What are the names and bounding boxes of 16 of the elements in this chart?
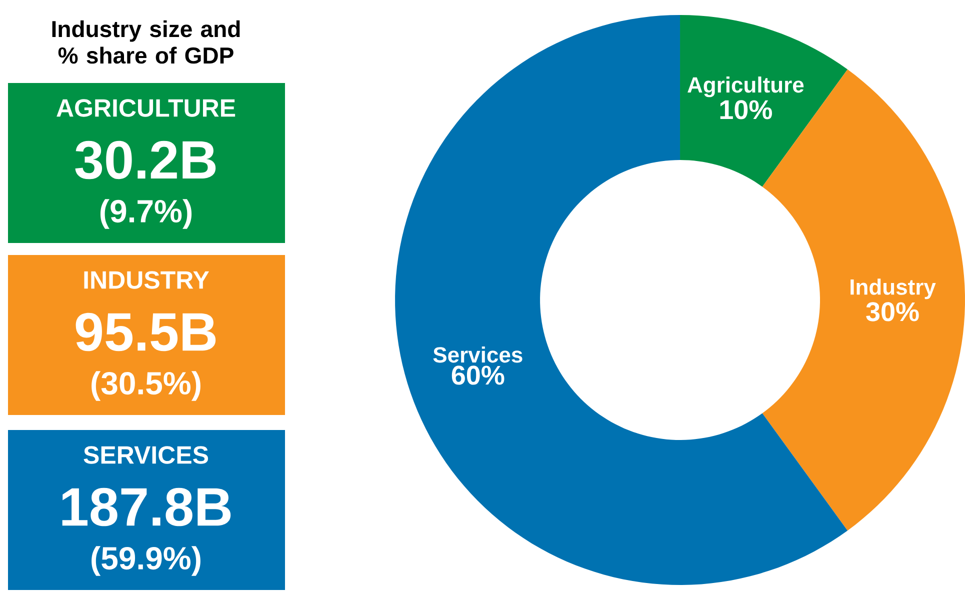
category-label: INDUSTRY — [84, 271, 210, 289]
text: (9.7%) — [100, 199, 192, 229]
category-label: AGRICULTURE — [56, 99, 236, 117]
data-label: 30% — [866, 302, 919, 322]
text: 187.8B — [62, 488, 231, 526]
data-label: 10% — [720, 100, 772, 120]
text: 30.2B — [75, 140, 216, 180]
category-label: SERVICES — [84, 446, 208, 464]
slice-label: Services — [433, 346, 522, 363]
text: (59.9%) — [92, 546, 200, 576]
data-label: 60% — [452, 366, 504, 385]
text: 95.5B — [76, 312, 216, 352]
text: Industry size and % share of GDP — [52, 20, 240, 64]
text: (30.5%) — [92, 371, 200, 401]
slice-label: Agriculture — [688, 76, 804, 98]
slice-label: Industry — [850, 278, 936, 300]
